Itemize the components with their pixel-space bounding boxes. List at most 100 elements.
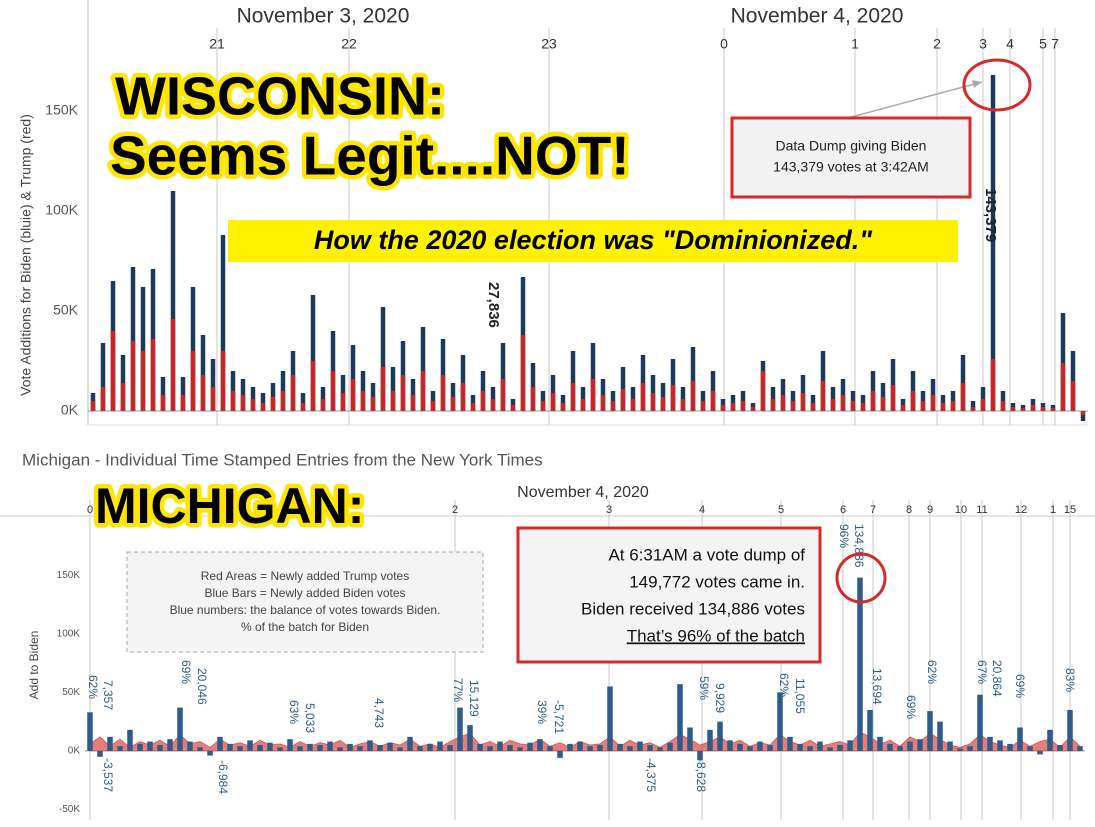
data-label: 11,055 (793, 678, 807, 714)
bar (320, 399, 326, 411)
bar (877, 736, 883, 751)
arrow (839, 81, 983, 121)
data-label: 63% (287, 700, 301, 724)
data-label: 69% (1013, 674, 1027, 698)
bar (280, 391, 286, 411)
bar (807, 746, 813, 751)
bar (817, 741, 823, 751)
bar (250, 399, 256, 411)
bar (520, 335, 526, 411)
bar (310, 361, 316, 411)
bar (810, 403, 816, 411)
bar (490, 399, 496, 411)
bar (570, 383, 576, 411)
bar (900, 405, 906, 411)
bar (550, 393, 556, 411)
bar (917, 739, 923, 751)
y-tick-label: 150K (57, 570, 81, 581)
bar (957, 748, 963, 751)
x-tick-label: 11 (976, 504, 987, 516)
bar (580, 399, 586, 411)
bar (437, 741, 443, 751)
bar (940, 403, 946, 411)
date-header: November 4, 2020 (731, 5, 904, 28)
bar (107, 736, 113, 751)
bar (397, 747, 403, 751)
bar (650, 393, 656, 411)
bar (140, 351, 146, 411)
bar (1000, 401, 1006, 411)
bar (100, 387, 106, 411)
bar (920, 401, 926, 411)
chart-title: Michigan - Individual Time Stamped Entri… (22, 450, 543, 469)
bar (377, 745, 383, 751)
bar (197, 747, 203, 751)
bar (990, 359, 996, 411)
bar (560, 403, 566, 411)
bar (340, 393, 346, 411)
x-tick-label: 6 (840, 504, 846, 516)
bar (140, 287, 146, 411)
bar (297, 746, 303, 751)
bar (367, 740, 373, 751)
banner-text: How the 2020 election was "Dominionized.… (314, 225, 873, 255)
bar (227, 743, 233, 751)
data-annotation: 27,836 (485, 282, 502, 328)
bar (1080, 411, 1086, 421)
bar (387, 742, 393, 751)
data-label: 134,886 (852, 524, 866, 568)
bar (660, 397, 666, 411)
data-label: 59% (697, 676, 711, 700)
bar (1060, 313, 1066, 411)
bar (150, 339, 156, 411)
bar (390, 367, 396, 411)
bar (590, 379, 596, 411)
bar (180, 377, 186, 411)
bar (847, 740, 853, 751)
bar (857, 577, 863, 751)
bar (370, 397, 376, 411)
x-tick-label: 12 (1015, 504, 1027, 516)
data-label: 4,743 (372, 698, 386, 728)
bar (1010, 407, 1016, 411)
bar (137, 743, 143, 751)
bar (170, 319, 176, 411)
bar (390, 391, 396, 411)
bar (907, 741, 913, 751)
bar (237, 746, 243, 751)
y-axis-label: Add to Biden (27, 631, 41, 700)
bar (467, 725, 473, 751)
bar (130, 267, 136, 411)
bar (130, 341, 136, 411)
y-tick-label: 100K (57, 628, 81, 639)
callout-text: Biden received 134,886 votes (581, 599, 805, 618)
data-label: 9,929 (713, 683, 727, 713)
bar (507, 745, 513, 751)
bar (207, 750, 213, 756)
callout-text: 143,379 votes at 3:42AM (773, 159, 929, 175)
x-tick-label: 3 (979, 36, 987, 52)
data-label: -8,628 (694, 758, 708, 792)
bar (317, 745, 323, 751)
callout-box (730, 116, 972, 199)
bar (820, 381, 826, 411)
y-tick-label: 0K (61, 402, 79, 418)
bar (970, 407, 976, 411)
bar (220, 235, 226, 411)
bar (477, 743, 483, 751)
bar (427, 743, 433, 751)
bar (380, 307, 386, 411)
bar (1050, 408, 1056, 411)
bar (240, 395, 246, 411)
data-label: 7,357 (101, 680, 115, 710)
bar (1077, 746, 1083, 751)
data-label: 62% (86, 675, 100, 699)
data-label: 15,129 (467, 680, 481, 717)
bar (787, 736, 793, 751)
bar (657, 747, 663, 751)
y-tick-label: -50K (59, 804, 80, 815)
bar (870, 391, 876, 411)
bar (327, 741, 333, 751)
